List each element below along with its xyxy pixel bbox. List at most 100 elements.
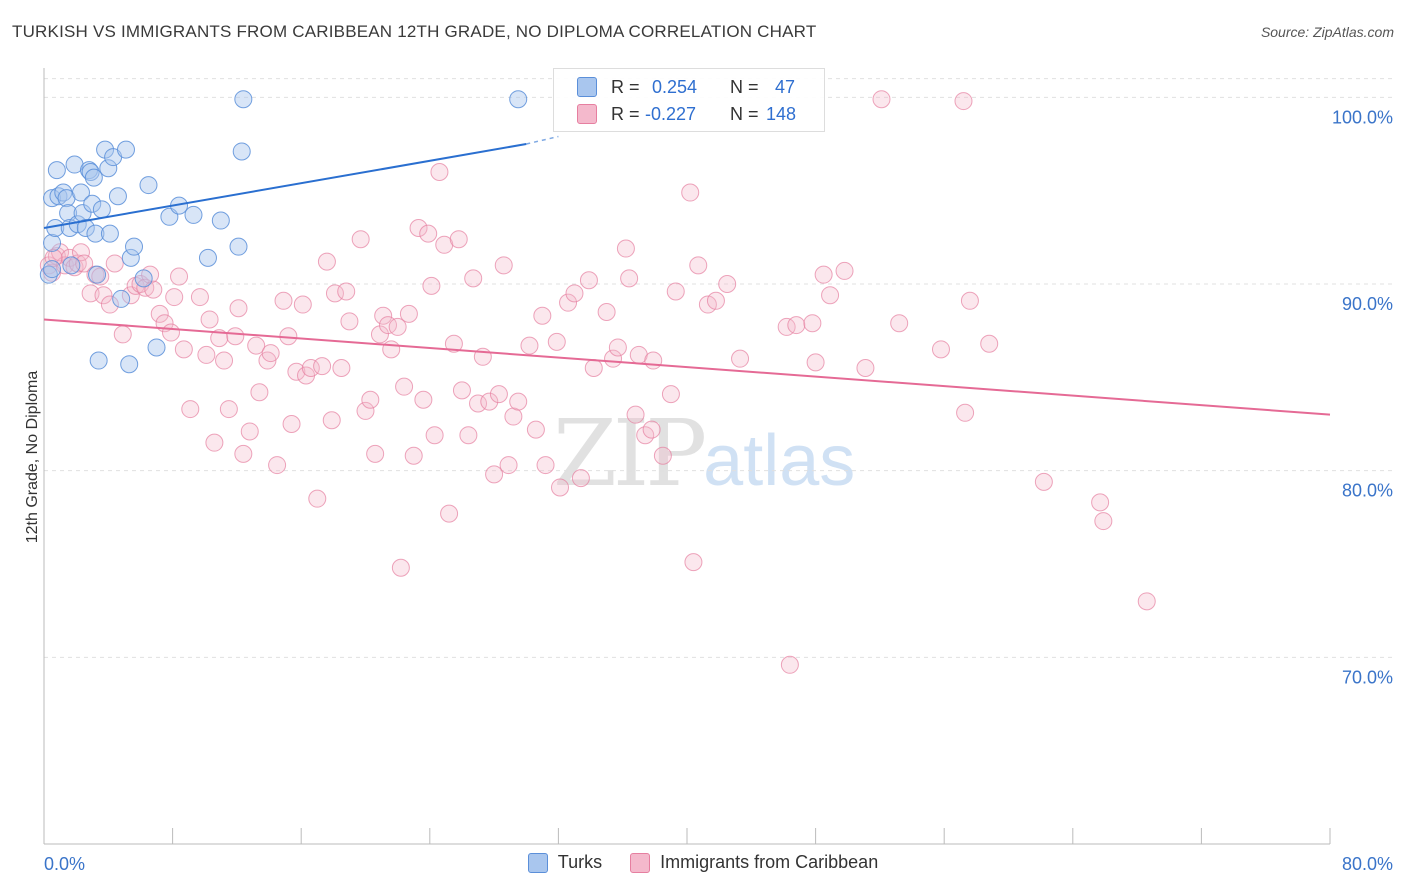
data-point-caribbean xyxy=(382,340,401,359)
data-point-caribbean xyxy=(71,243,90,262)
data-point-caribbean xyxy=(395,377,414,396)
data-point-caribbean xyxy=(1034,472,1053,491)
data-point-caribbean xyxy=(872,90,891,109)
n-value: 47 xyxy=(775,76,796,97)
data-point-turks xyxy=(71,183,90,202)
data-point-caribbean xyxy=(422,276,441,295)
watermark: ZIPatlas xyxy=(553,400,855,507)
data-point-caribbean xyxy=(642,420,661,439)
y-tick-label: 90.0% xyxy=(1342,294,1393,314)
data-point-caribbean xyxy=(322,411,341,430)
data-point-caribbean xyxy=(388,317,407,336)
data-point-turks xyxy=(84,168,103,187)
data-point-caribbean xyxy=(449,230,468,249)
data-point-turks xyxy=(116,140,135,159)
data-point-caribbean xyxy=(219,400,238,419)
data-point-caribbean xyxy=(366,444,385,463)
data-point-caribbean xyxy=(325,284,344,303)
data-point-turks xyxy=(89,351,108,370)
data-point-turks xyxy=(92,200,111,219)
data-point-caribbean xyxy=(565,284,584,303)
data-point-caribbean xyxy=(229,299,248,318)
data-point-caribbean xyxy=(165,288,184,307)
data-point-caribbean xyxy=(452,381,471,400)
data-point-turks xyxy=(232,142,251,161)
x-tick-label: 0.0% xyxy=(44,854,85,874)
bottom-legend: Turks Immigrants from Caribbean xyxy=(0,852,1406,873)
data-point-caribbean xyxy=(161,323,180,342)
data-point-turks xyxy=(229,237,248,256)
data-point-caribbean xyxy=(780,655,799,674)
data-point-caribbean xyxy=(597,303,616,321)
r-label: R = xyxy=(611,103,640,124)
data-point-caribbean xyxy=(787,316,806,335)
data-point-caribbean xyxy=(240,422,259,441)
data-point-turks xyxy=(134,269,153,288)
watermark-atlas: atlas xyxy=(703,421,856,501)
chart-title: TURKISH VS IMMIGRANTS FROM CARIBBEAN 12T… xyxy=(12,22,817,41)
data-point-caribbean xyxy=(301,359,320,377)
data-point-caribbean xyxy=(814,265,833,284)
data-point-turks xyxy=(76,219,95,237)
data-point-caribbean xyxy=(419,224,438,243)
data-point-caribbean xyxy=(666,282,685,301)
data-point-caribbean xyxy=(689,256,708,275)
data-point-caribbean xyxy=(956,403,975,422)
data-point-caribbean xyxy=(337,282,356,301)
data-point-turks xyxy=(47,161,66,180)
data-point-caribbean xyxy=(731,349,750,368)
data-point-caribbean xyxy=(200,310,219,329)
data-point-caribbean xyxy=(268,456,287,475)
watermark-zip: ZIP xyxy=(553,400,707,507)
data-point-caribbean xyxy=(644,351,663,370)
turks-swatch xyxy=(577,77,597,97)
y-tick-label: 80.0% xyxy=(1342,481,1393,501)
data-point-caribbean xyxy=(374,306,393,325)
r-label: R = xyxy=(611,76,640,97)
data-point-caribbean xyxy=(1091,493,1110,512)
data-point-caribbean xyxy=(520,336,539,355)
caribbean-swatch xyxy=(577,104,597,124)
data-point-caribbean xyxy=(313,357,332,376)
data-point-caribbean xyxy=(317,252,336,271)
data-point-caribbean xyxy=(94,286,113,305)
data-point-turks xyxy=(198,248,217,267)
data-point-caribbean xyxy=(459,426,478,445)
data-point-turks xyxy=(39,265,58,284)
data-point-caribbean xyxy=(205,433,224,452)
data-point-caribbean xyxy=(261,344,280,363)
data-point-caribbean xyxy=(399,304,418,323)
data-point-turks xyxy=(43,233,62,252)
data-point-caribbean xyxy=(536,456,555,475)
data-point-caribbean xyxy=(533,306,552,325)
data-point-caribbean xyxy=(489,385,508,404)
data-point-caribbean xyxy=(1137,592,1156,611)
data-point-turks xyxy=(62,256,81,275)
data-point-caribbean xyxy=(980,334,999,353)
r-value: -0.227 xyxy=(645,103,697,124)
data-point-turks xyxy=(125,237,144,256)
data-point-turks xyxy=(54,183,73,202)
data-point-caribbean xyxy=(653,446,672,465)
data-point-caribbean xyxy=(1094,512,1113,531)
series-caribbean-points xyxy=(39,90,1156,674)
data-point-caribbean xyxy=(494,256,513,275)
legend-item-turks[interactable]: Turks xyxy=(527,852,602,873)
data-point-caribbean xyxy=(620,269,639,288)
data-point-caribbean xyxy=(68,254,87,273)
data-point-turks xyxy=(211,211,230,230)
data-point-caribbean xyxy=(608,338,627,357)
data-point-caribbean xyxy=(113,325,132,344)
data-point-caribbean xyxy=(308,489,327,508)
data-point-caribbean xyxy=(718,275,737,293)
x-tick-label: 80.0% xyxy=(1342,854,1393,874)
data-point-turks xyxy=(83,194,102,213)
tick-labels: 70.0% 80.0% 90.0% 100.0% 0.0% 80.0% xyxy=(44,107,1393,874)
n-label: N = xyxy=(730,76,759,97)
data-point-caribbean xyxy=(526,420,545,439)
stats-legend: R = 0.254 N = 47 R = -0.227 N = 148 xyxy=(553,68,825,132)
n-label: N = xyxy=(730,103,759,124)
data-point-caribbean xyxy=(551,478,570,497)
legend-item-caribbean[interactable]: Immigrants from Caribbean xyxy=(630,852,878,873)
data-point-caribbean xyxy=(661,385,680,404)
